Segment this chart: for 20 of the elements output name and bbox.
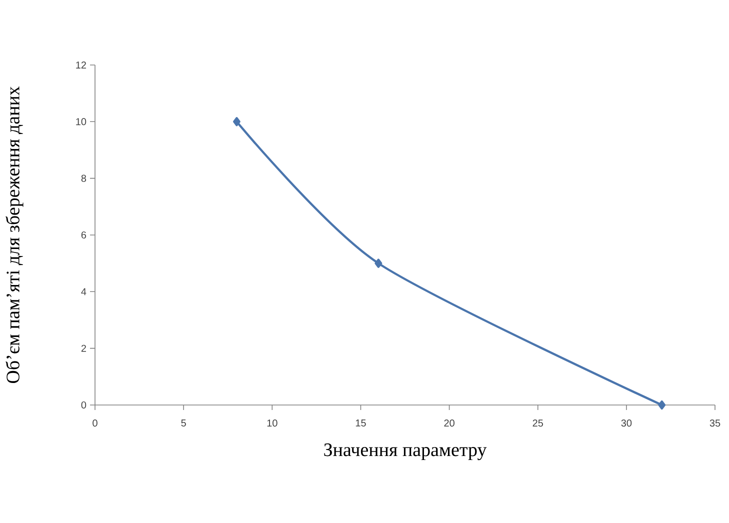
y-tick-label: 0: [81, 401, 86, 409]
x-tick-label: 15: [356, 420, 366, 426]
point: [374, 258, 382, 268]
y-tick-label: 8: [81, 174, 86, 182]
x-tick-label: 0: [92, 420, 98, 427]
y-tick-label: 12: [76, 61, 86, 68]
x-axis-title: Значення параметру: [324, 443, 487, 460]
point: [658, 400, 666, 410]
x-tick-label: 30: [621, 420, 632, 427]
y-tick-label: 10: [76, 118, 86, 126]
y-tick-label: 2: [81, 344, 86, 352]
y-tick-label: 6: [81, 231, 86, 239]
point: [233, 117, 240, 126]
y-axis-title: Об’єм пам’яті для збереження даних: [6, 86, 24, 384]
x-tick-label: 20: [444, 420, 454, 427]
x-tick-label: 10: [267, 420, 278, 427]
x-tick-label: 35: [710, 420, 720, 427]
x-tick-label: 25: [532, 420, 544, 427]
y-tick-label: 4: [81, 288, 86, 296]
x-tick-label: 5: [181, 420, 186, 426]
